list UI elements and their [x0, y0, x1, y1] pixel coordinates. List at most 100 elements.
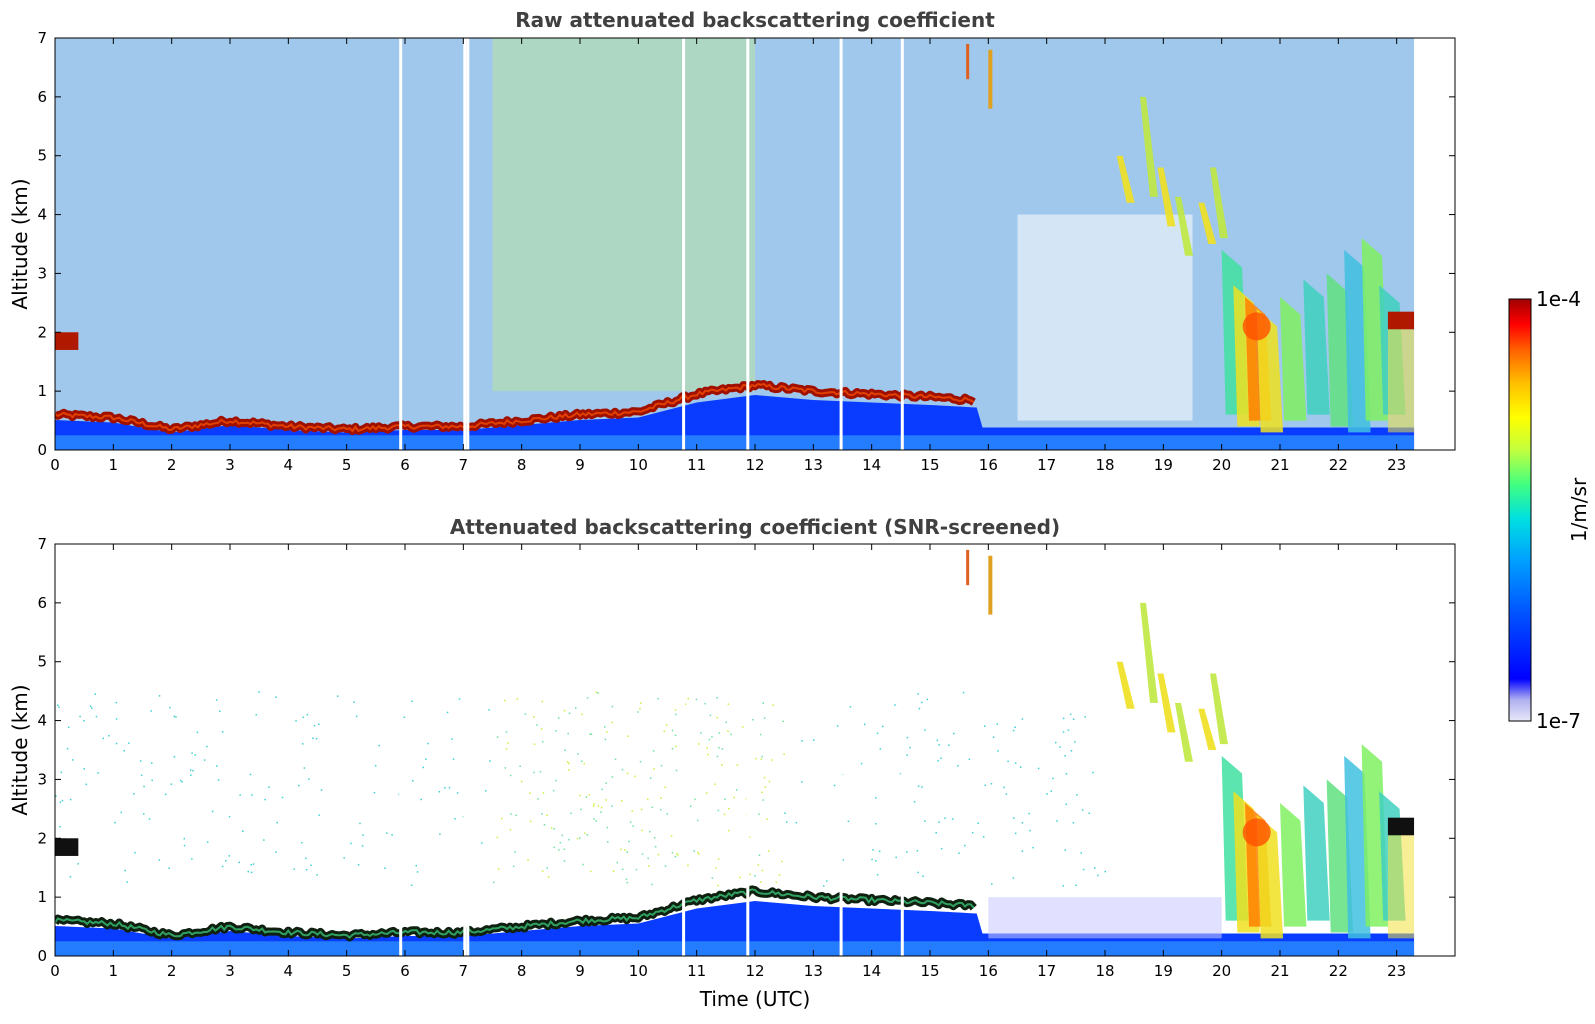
colorbar-gradient: [1508, 298, 1532, 722]
x-tick-label: 10: [629, 962, 648, 980]
panel-screened-plot: [55, 544, 1415, 956]
virga-streak: [1210, 167, 1228, 239]
cloud-early: [55, 332, 79, 350]
x-tick-label: 9: [575, 962, 585, 980]
cloud-early: [55, 838, 79, 856]
cloud-column: [1303, 279, 1330, 415]
colorbar-max-label: 1e-4: [1536, 287, 1581, 311]
panel-screened-title: Attenuated backscattering coefficient (S…: [450, 515, 1060, 539]
x-tick-label: 21: [1270, 962, 1289, 980]
panel-screened-x-ticks: 0 1 2 3 4 5 6 7 8 9 10 11 12 13 14 15 16 17 18 19 20 21 22 23: [50, 544, 1406, 980]
virga-streak: [1157, 167, 1176, 227]
cloud-streak-b: [988, 49, 993, 109]
x-tick-label: 21: [1270, 456, 1289, 474]
x-tick-label: 4: [284, 962, 294, 980]
x-tick-label: 11: [687, 456, 706, 474]
x-tick-label: 15: [920, 962, 939, 980]
panel-raw-title: Raw attenuated backscattering coefficien…: [515, 8, 995, 32]
colorbar-min-label: 1e-7: [1536, 709, 1581, 733]
data-gap: [682, 544, 686, 956]
colorbar: 1e-4 1e-7 1/m/sr: [1508, 287, 1591, 733]
x-tick-label: 8: [517, 962, 527, 980]
panel-raw: Raw attenuated backscattering coefficien…: [8, 8, 1456, 474]
x-tick-label: 13: [804, 962, 823, 980]
y-tick-label: 1: [37, 888, 47, 906]
y-tick-label: 4: [37, 206, 47, 224]
y-tick-label: 6: [37, 594, 47, 612]
x-tick-label: 19: [1154, 456, 1173, 474]
data-gap: [839, 38, 843, 450]
x-tick-label: 2: [167, 962, 177, 980]
x-tick-label: 11: [687, 962, 706, 980]
data-gap: [839, 544, 843, 956]
data-gap: [466, 544, 470, 956]
panel-raw-y-label: Altitude (km): [8, 178, 32, 309]
panel-screened-y-label: Altitude (km): [8, 684, 32, 815]
cloud-core: [1242, 818, 1271, 847]
x-tick-label: 5: [342, 962, 352, 980]
virga-streak: [1198, 202, 1217, 244]
y-tick-label: 0: [37, 947, 47, 965]
virga-streak: [1140, 96, 1158, 197]
x-tick-label: 19: [1154, 962, 1173, 980]
cloud-layer: [55, 549, 1415, 939]
data-gap: [900, 38, 904, 450]
data-gap: [463, 544, 467, 956]
x-tick-label: 13: [804, 456, 823, 474]
x-tick-label: 6: [400, 456, 410, 474]
panel-raw-y-ticks: 0 1 2 3 4 5 6 7: [37, 29, 1455, 459]
x-tick-label: 14: [862, 456, 881, 474]
data-gap: [682, 38, 686, 450]
x-tick-label: 1: [109, 962, 119, 980]
surface-band: [55, 435, 1415, 450]
cloud-column: [1280, 802, 1307, 927]
cloud-column: [1280, 296, 1307, 421]
boundary-layer-core: [55, 382, 975, 433]
cloud-column: [1361, 238, 1389, 421]
x-axis-label: Time (UTC): [699, 987, 811, 1011]
x-tick-label: 2: [167, 456, 177, 474]
heatmap-field: [55, 544, 1415, 956]
x-tick-label: 10: [629, 456, 648, 474]
cloud-column: [1303, 785, 1330, 921]
panel-screened: Attenuated backscattering coefficient (S…: [8, 515, 1456, 1011]
sparse-signal: [55, 691, 1106, 887]
y-tick-label: 2: [37, 323, 47, 341]
x-tick-label: 0: [50, 962, 60, 980]
cloud-streak-b: [988, 555, 993, 615]
x-tick-label: 22: [1329, 456, 1348, 474]
surface-band: [55, 941, 1415, 956]
y-tick-label: 5: [37, 653, 47, 671]
y-tick-label: 3: [37, 264, 47, 282]
cloud-column: [1256, 308, 1284, 433]
y-tick-label: 3: [37, 770, 47, 788]
cloud-end-body: [1387, 835, 1415, 939]
virga-streak: [1140, 602, 1158, 703]
y-tick-label: 6: [37, 88, 47, 106]
data-gap: [746, 544, 750, 956]
clear-gap: [1017, 214, 1193, 421]
x-tick-label: 0: [50, 456, 60, 474]
data-gap: [900, 544, 904, 956]
cloud-streak-a: [966, 43, 970, 80]
cloud-column: [1256, 814, 1284, 939]
x-tick-label: 18: [1095, 962, 1114, 980]
data-gap: [399, 38, 403, 450]
x-tick-label: 17: [1037, 456, 1056, 474]
y-tick-label: 7: [37, 29, 47, 47]
virga-streak: [1157, 673, 1176, 733]
cloud-end-top: [1387, 817, 1415, 836]
x-tick-label: 16: [979, 962, 998, 980]
x-tick-label: 8: [517, 456, 527, 474]
cloud-layer: [55, 43, 1415, 433]
x-tick-label: 7: [459, 962, 469, 980]
panel-raw-plot: [55, 38, 1415, 450]
daytime-noise: [492, 38, 755, 392]
x-tick-label: 20: [1212, 456, 1231, 474]
cloud-end-body: [1387, 329, 1415, 433]
x-tick-label: 6: [400, 962, 410, 980]
panel-raw-x-ticks: 0 1 2 3 4 5 6 7 8 9 10 11 12 13 14 15 16 17 18 19 20 21 22 23: [50, 38, 1406, 474]
pale-noise-region: [988, 897, 1222, 939]
